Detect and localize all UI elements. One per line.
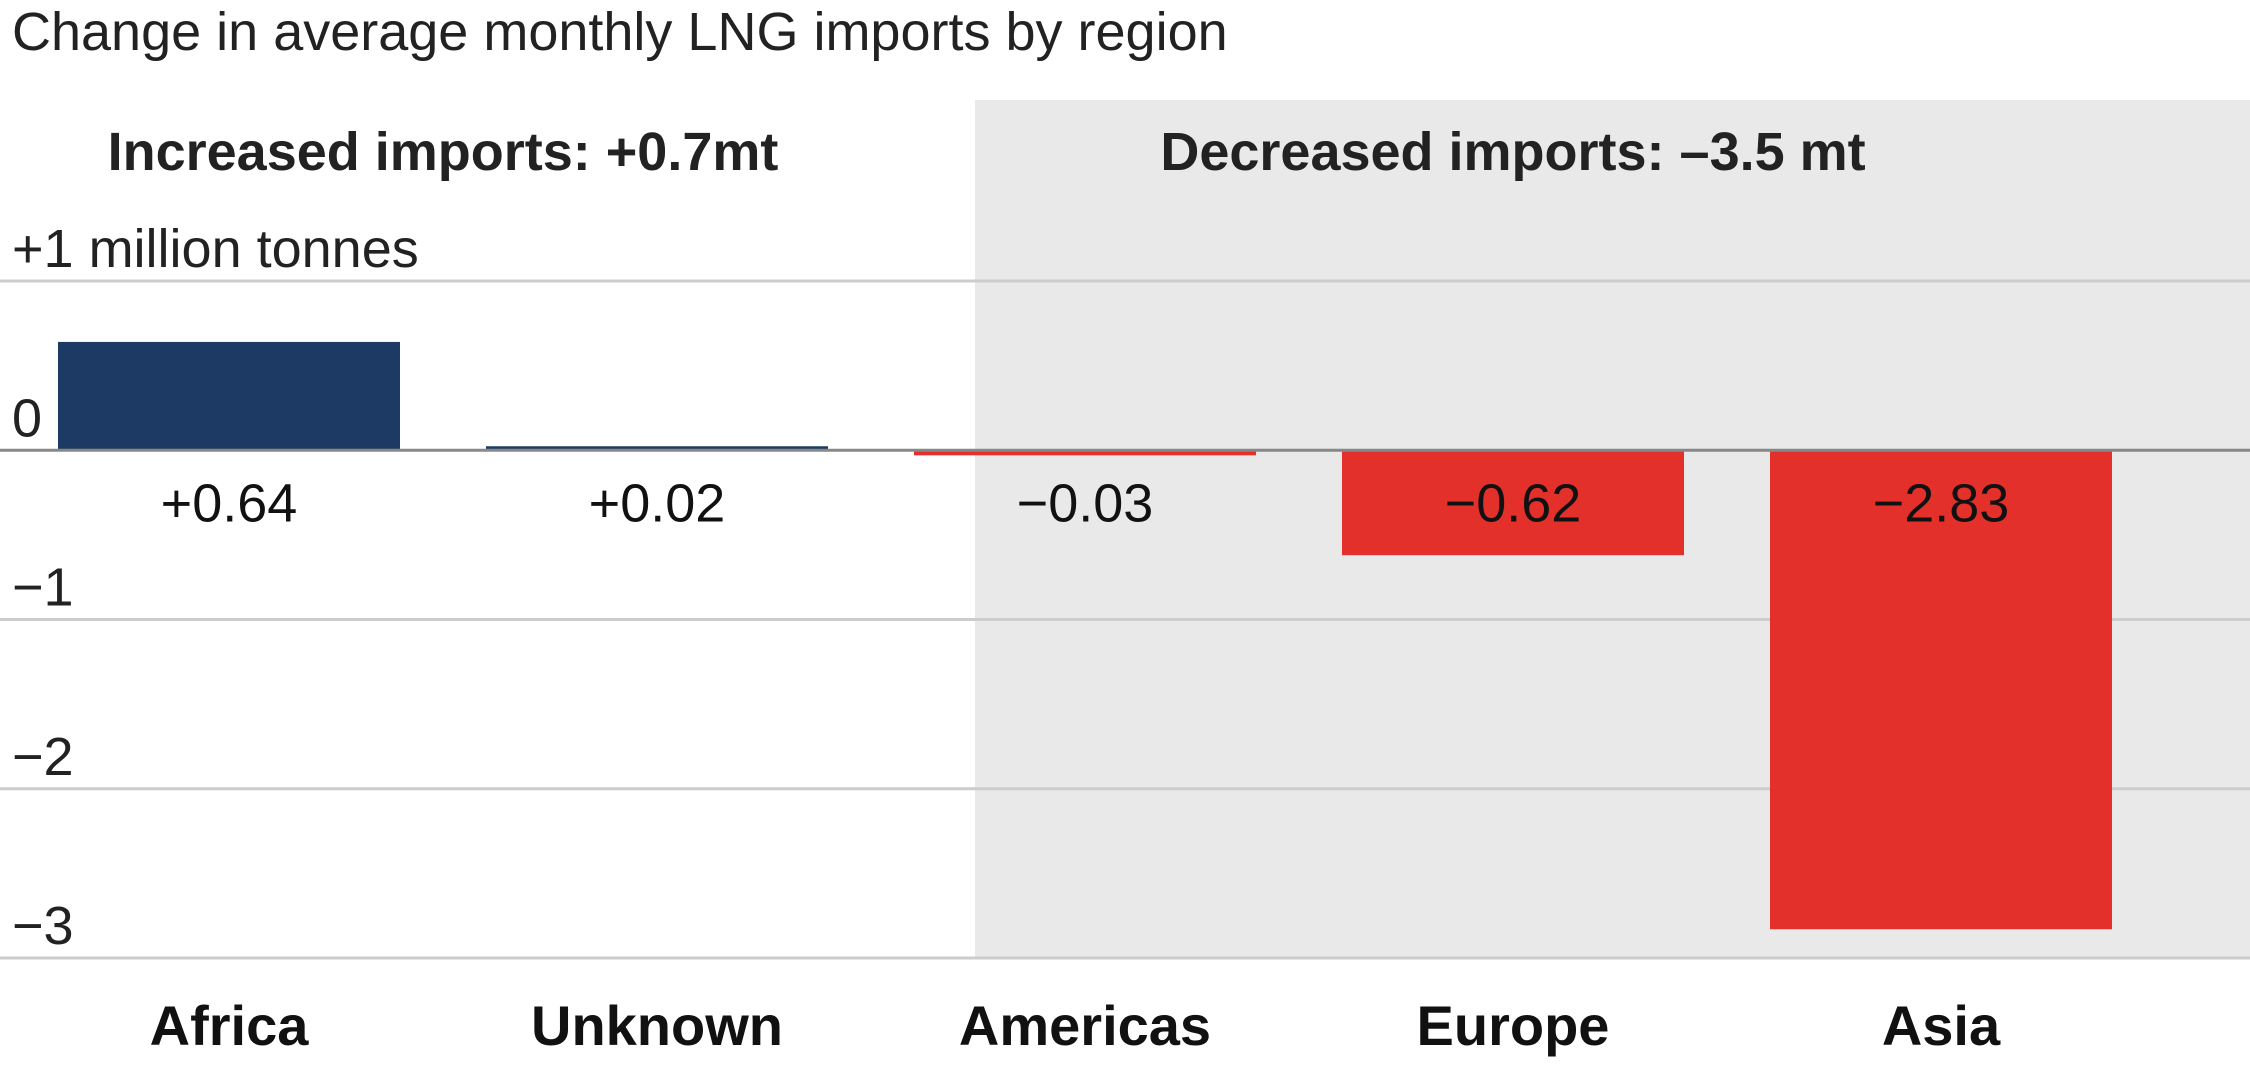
category-label-asia: Asia <box>1882 994 2001 1057</box>
increased-imports-heading: Increased imports: +0.7mt <box>108 122 779 182</box>
value-label-americas: −0.03 <box>1017 473 1154 533</box>
chart-title: Change in average monthly LNG imports by… <box>12 2 1228 62</box>
value-label-africa: +0.64 <box>161 473 298 533</box>
bar-africa <box>58 341 400 451</box>
labels: +1 million tonnes 0 −1 −2 −3 +0.64 Africa +0.02… <box>12 122 2009 1057</box>
y-tick-label: −2 <box>12 727 74 787</box>
y-tick-label: −3 <box>12 896 74 956</box>
category-label-europe: Europe <box>1417 994 1610 1057</box>
category-label-unknown: Unknown <box>531 994 783 1057</box>
bar-unknown <box>486 446 828 451</box>
category-label-americas: Americas <box>959 994 1211 1057</box>
y-tick-label: 0 <box>12 388 42 448</box>
value-label-europe: −0.62 <box>1445 473 1582 533</box>
y-tick-label: +1 million tonnes <box>12 219 419 279</box>
value-label-unknown: +0.02 <box>589 473 726 533</box>
bar-europe <box>1342 450 1684 556</box>
y-tick-label: −1 <box>12 558 74 618</box>
decreased-imports-heading: Decreased imports: –3.5 mt <box>1160 122 1865 182</box>
bar-americas <box>914 450 1256 456</box>
bar-asia <box>1770 450 2112 930</box>
value-label-asia: −2.83 <box>1873 473 2010 533</box>
category-label-africa: Africa <box>150 994 310 1057</box>
bars <box>58 341 2112 930</box>
